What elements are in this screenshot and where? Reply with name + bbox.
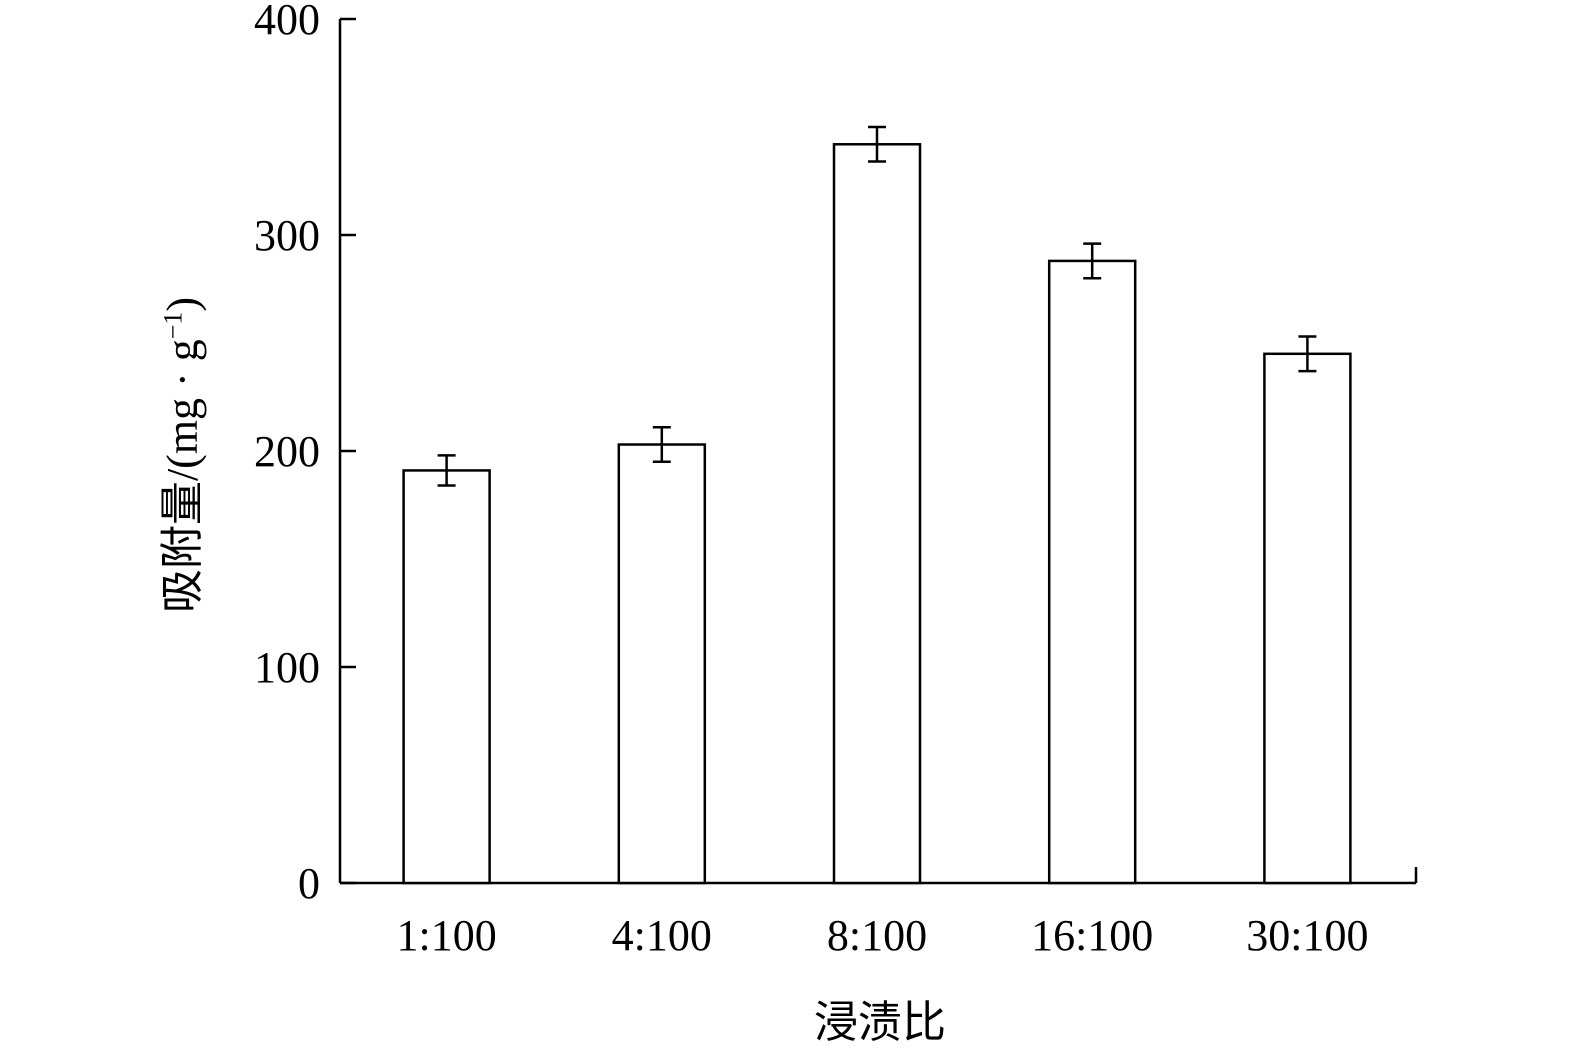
error-bars [437,125,1317,487]
x-tick-label: 8:100 [827,911,927,960]
x-axis-title: 浸渍比 [814,998,946,1047]
x-tick-label: 16:100 [1031,911,1153,960]
x-tick-labels: 1:100 4:100 8:100 16:100 30:100 [396,911,1368,960]
x-tick-label: 1:100 [396,911,496,960]
y-tick-labels: 0 100 200 300 400 [254,0,320,908]
bar [1047,259,1137,885]
bar [617,443,707,885]
y-tick-label: 100 [254,643,320,692]
y-tick-label: 300 [254,211,320,260]
x-tick-label: 30:100 [1246,911,1368,960]
bar [1263,352,1352,885]
y-tick-label: 0 [298,859,320,908]
x-tick-label: 4:100 [612,911,712,960]
y-tick-label: 400 [254,0,320,44]
bar [832,143,922,885]
bar [402,469,491,885]
y-axis-title: 吸附量/(mg · g−1) [158,296,207,614]
y-tick-label: 200 [254,427,320,476]
bars [402,143,1352,885]
